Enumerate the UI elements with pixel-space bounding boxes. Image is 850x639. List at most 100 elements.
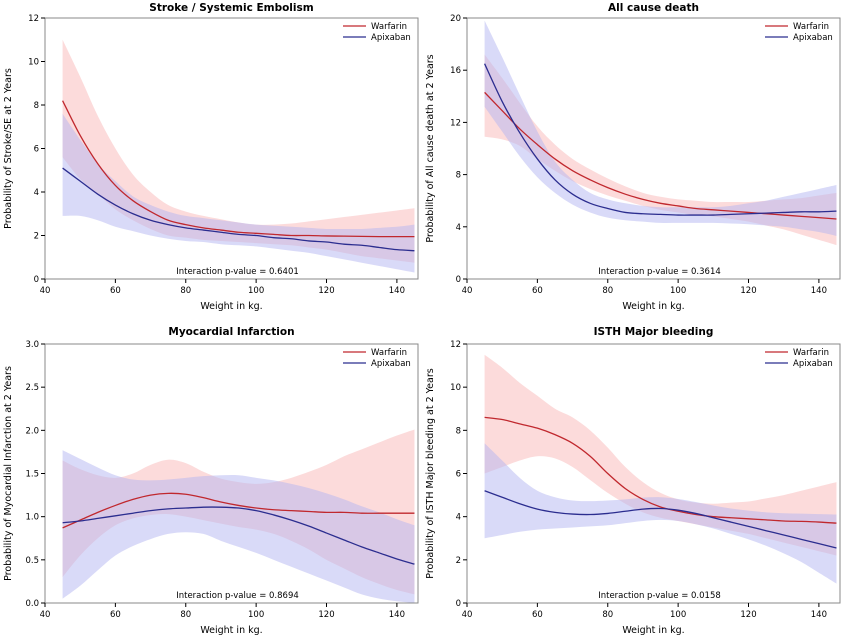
x-tick-label: 100 (670, 286, 686, 296)
plot-area (62, 39, 415, 273)
y-tick-label: 12 (450, 118, 461, 128)
y-tick-label: 0 (456, 275, 461, 285)
x-tick-label: 60 (110, 286, 121, 296)
y-tick-label: 6 (34, 145, 39, 155)
chart-panel: Myocardial Infarction 40 60 80 100 120 140 0.0 0… (3, 326, 419, 636)
y-tick-label: 16 (450, 66, 461, 76)
interaction-p-value: Interaction p-value = 0.8694 (176, 591, 299, 601)
x-tick-label: 120 (318, 610, 334, 620)
legend-label-warfarin: Warfarin (371, 348, 407, 358)
panel-title: Stroke / Systemic Embolism (149, 2, 313, 14)
y-tick-label: 8 (456, 171, 461, 181)
plot-frame (466, 17, 841, 280)
plot-frame (466, 343, 841, 604)
legend-label-warfarin: Warfarin (793, 348, 829, 358)
y-tick-label: 12 (28, 14, 39, 24)
y-tick-label: 8 (34, 101, 39, 111)
y-tick-label: 1.0 (25, 513, 39, 523)
legend-label-apixaban: Apixaban (793, 359, 833, 369)
x-axis-label: Weight in kg. (622, 301, 684, 312)
confidence-band-apixaban (484, 20, 837, 236)
y-tick-label: 4 (34, 188, 39, 198)
series-line-apixaban (62, 506, 415, 565)
y-tick-label: 1.5 (25, 470, 39, 480)
y-tick-label: 4 (456, 223, 461, 233)
x-axis-label: Weight in kg. (622, 625, 684, 636)
plot-area (484, 20, 837, 246)
x-tick-label: 80 (180, 286, 191, 296)
y-tick-label: 2.5 (25, 383, 39, 393)
x-tick-label: 140 (811, 286, 827, 296)
y-tick-label: 2 (456, 556, 461, 566)
y-axis-label: Probability of Stroke/SE at 2 Years (3, 68, 14, 229)
x-tick-label: 60 (532, 286, 543, 296)
series-line-warfarin (484, 91, 837, 220)
confidence-band-warfarin (484, 354, 837, 556)
y-tick-label: 6 (456, 470, 461, 480)
series-line-apixaban (484, 63, 837, 216)
y-tick-label: 2 (34, 232, 39, 242)
x-tick-label: 100 (670, 610, 686, 620)
x-tick-label: 80 (602, 286, 613, 296)
legend-label-warfarin: Warfarin (793, 22, 829, 32)
confidence-band-apixaban (484, 443, 837, 584)
y-axis-label: Probability of ISTH Major bleeding at 2 … (425, 368, 436, 578)
panel-title: ISTH Major bleeding (594, 326, 714, 338)
x-tick-label: 140 (389, 286, 405, 296)
y-tick-label: 8 (456, 426, 461, 436)
confidence-band-apixaban (62, 113, 415, 273)
series-line-apixaban (62, 167, 415, 252)
x-tick-label: 140 (811, 610, 827, 620)
legend-label-warfarin: Warfarin (371, 22, 407, 32)
x-axis-label: Weight in kg. (200, 625, 262, 636)
interaction-p-value: Interaction p-value = 0.3614 (598, 267, 721, 277)
x-tick-label: 40 (40, 286, 51, 296)
y-tick-label: 0 (34, 275, 39, 285)
panel-title: All cause death (608, 2, 699, 14)
interaction-p-value: Interaction p-value = 0.0158 (598, 591, 721, 601)
legend-label-apixaban: Apixaban (371, 359, 411, 369)
x-tick-label: 120 (740, 610, 756, 620)
series-line-warfarin (484, 416, 837, 524)
x-tick-label: 120 (740, 286, 756, 296)
series-line-warfarin (62, 100, 415, 238)
x-tick-label: 40 (40, 610, 51, 620)
chart-panel: ISTH Major bleeding 40 60 80 100 120 140 0 2 4 6 8 1… (425, 326, 841, 636)
plot-area (62, 429, 415, 603)
y-tick-label: 2.0 (25, 426, 39, 436)
interaction-p-value: Interaction p-value = 0.6401 (176, 267, 299, 277)
y-tick-label: 10 (28, 58, 39, 68)
series-line-apixaban (484, 490, 837, 549)
y-tick-label: 10 (450, 383, 461, 393)
plot-area (484, 354, 837, 584)
y-tick-label: 4 (456, 513, 461, 523)
confidence-band-apixaban (62, 450, 415, 603)
x-tick-label: 140 (389, 610, 405, 620)
x-tick-label: 100 (248, 610, 264, 620)
legend-label-apixaban: Apixaban (371, 33, 411, 43)
x-tick-label: 120 (318, 286, 334, 296)
x-tick-label: 60 (532, 610, 543, 620)
y-tick-label: 0.0 (25, 599, 39, 609)
x-tick-label: 60 (110, 610, 121, 620)
y-axis-label: Probability of Myocardial Infarction at … (3, 366, 14, 581)
series-line-warfarin (62, 492, 415, 529)
panel-title: Myocardial Infarction (168, 326, 294, 338)
x-tick-label: 40 (462, 286, 473, 296)
x-tick-label: 80 (180, 610, 191, 620)
x-tick-label: 100 (248, 286, 264, 296)
x-tick-label: 40 (462, 610, 473, 620)
y-tick-label: 20 (450, 14, 461, 24)
y-tick-label: 0.5 (25, 556, 39, 566)
legend-label-apixaban: Apixaban (793, 33, 833, 43)
x-axis-label: Weight in kg. (200, 301, 262, 312)
y-tick-label: 0 (456, 599, 461, 609)
y-tick-label: 3.0 (25, 340, 39, 350)
y-axis-label: Probability of All cause death at 2 Year… (425, 54, 436, 242)
chart-panel: All cause death 40 60 80 100 120 140 0 4 8 12 16 20 W… (425, 2, 841, 312)
